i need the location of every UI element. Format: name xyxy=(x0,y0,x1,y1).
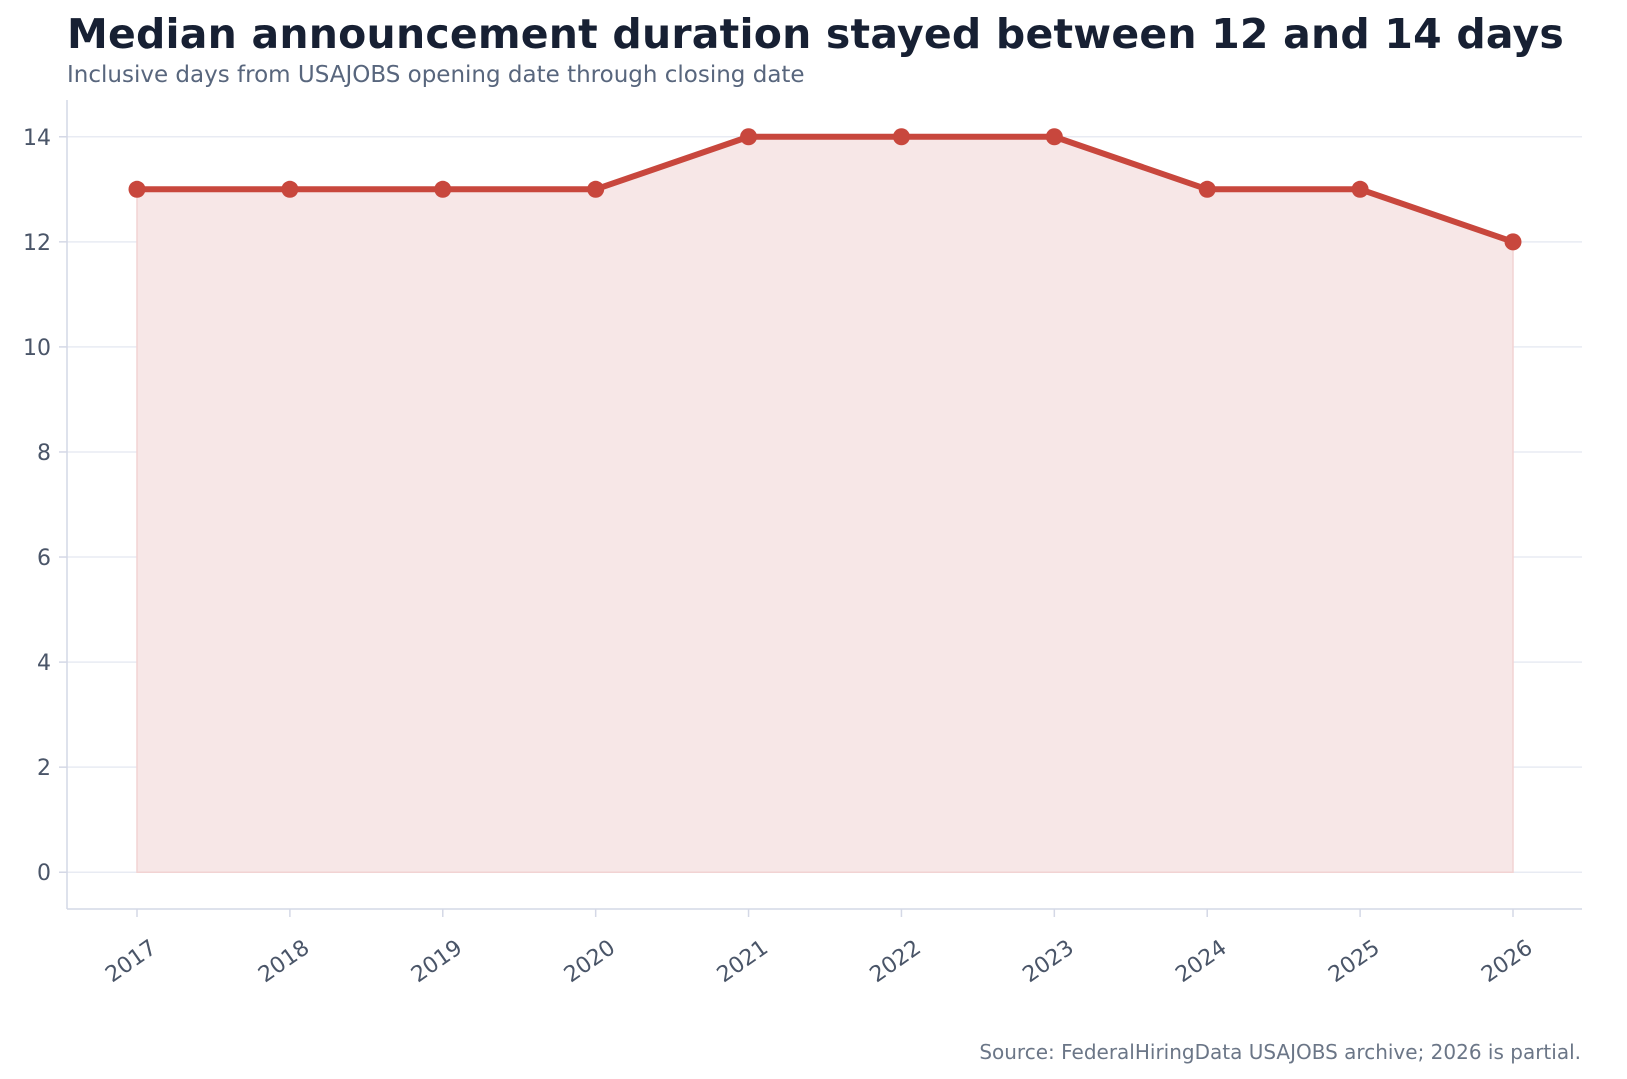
data-point xyxy=(434,180,452,198)
x-tick-label: 2026 xyxy=(1477,935,1537,988)
source-note: Source: FederalHiringData USAJOBS archiv… xyxy=(979,1040,1581,1064)
y-tick-label: 2 xyxy=(37,756,51,781)
data-point xyxy=(892,128,910,146)
x-tick-label: 2017 xyxy=(101,935,161,988)
x-tick-label: 2018 xyxy=(254,935,314,988)
y-tick-label: 4 xyxy=(37,651,51,676)
data-point xyxy=(1351,180,1369,198)
data-point xyxy=(128,180,146,198)
x-tick-label: 2021 xyxy=(713,935,773,988)
data-point xyxy=(281,180,299,198)
x-tick-label: 2020 xyxy=(560,935,620,988)
y-tick-labels: 0 2 4 6 8 10 12 14 xyxy=(23,126,51,886)
y-tick-label: 12 xyxy=(23,231,51,256)
x-tick-label: 2022 xyxy=(866,935,926,988)
area-fill-layer xyxy=(136,136,1514,873)
axes xyxy=(59,100,1582,917)
y-tick-label: 0 xyxy=(37,861,51,886)
chart-title: Median announcement duration stayed betw… xyxy=(67,10,1565,58)
y-tick-label: 10 xyxy=(23,336,51,361)
data-point xyxy=(1045,128,1063,146)
data-point xyxy=(1504,233,1522,251)
series-line xyxy=(134,133,1516,245)
x-tick-label: 2024 xyxy=(1171,935,1231,988)
y-tick-label: 8 xyxy=(37,441,51,466)
chart-subtitle: Inclusive days from USAJOBS opening date… xyxy=(67,62,805,88)
data-point xyxy=(587,180,605,198)
y-tick-label: 6 xyxy=(37,546,51,571)
data-points xyxy=(128,128,1522,251)
x-tick-label: 2025 xyxy=(1324,935,1384,988)
data-point xyxy=(1198,180,1216,198)
x-tick-labels: 2017 2018 2019 2020 2021 2022 2023 2024 2025 2026 xyxy=(101,935,1537,988)
series-area xyxy=(136,136,1514,873)
data-point xyxy=(740,128,758,146)
x-tick-label: 2019 xyxy=(407,935,467,988)
x-tick-label: 2023 xyxy=(1018,935,1078,988)
series-line-layer xyxy=(134,133,1516,245)
y-tick-label: 14 xyxy=(23,126,51,151)
